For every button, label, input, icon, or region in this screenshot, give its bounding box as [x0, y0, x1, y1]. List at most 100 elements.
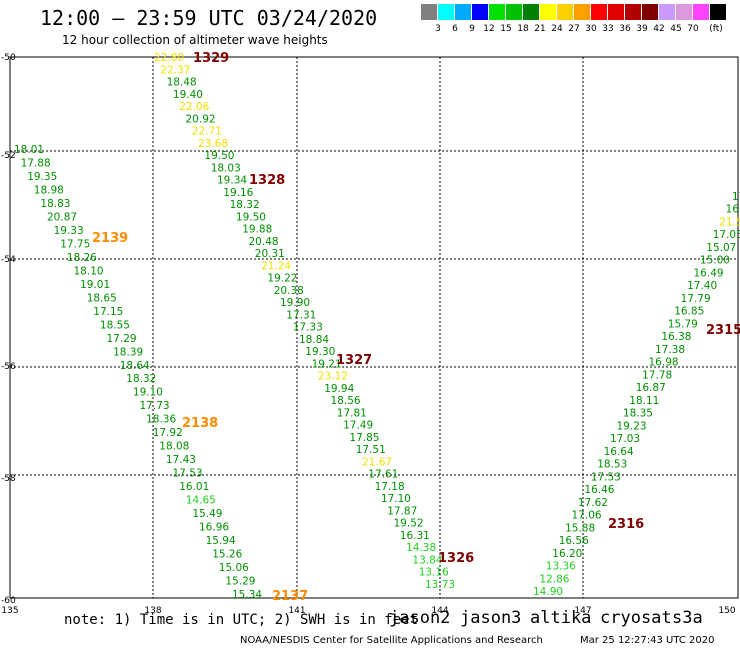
- wave-height-value: 22.37: [160, 64, 190, 76]
- wave-height-value: 18.53: [597, 459, 627, 471]
- wave-height-value: 13.36: [546, 561, 576, 573]
- wave-height-value: 17.62: [578, 497, 608, 509]
- wave-height-value: 17.33: [293, 322, 323, 334]
- legend-label: 9: [469, 24, 475, 34]
- legend-label: 36: [619, 24, 631, 34]
- wave-height-value: 18.39: [113, 346, 143, 358]
- wave-height-value: 19.23: [617, 420, 647, 432]
- wave-height-value: 14.38: [406, 542, 436, 554]
- map-frame: [9, 56, 739, 599]
- wave-height-value: 21.5: [719, 217, 740, 229]
- wave-height-value: 15.26: [212, 549, 242, 561]
- legend-swatch: [676, 4, 692, 20]
- wave-height-value: 18.48: [167, 77, 197, 89]
- generated-timestamp: Mar 25 12:27:43 UTC 2020: [580, 635, 715, 646]
- wave-height-value: 18.83: [40, 198, 70, 210]
- wave-height-value: 17.78: [642, 369, 672, 381]
- wave-height-value: 15.29: [225, 576, 255, 588]
- credit-line: NOAA/NESDIS Center for Satellite Applica…: [240, 635, 543, 646]
- lon-tick-label: 135: [1, 606, 18, 616]
- wave-height-value: 18.35: [623, 408, 653, 420]
- wave-height-value: 18.03: [211, 162, 241, 174]
- wave-height-value: 17.18: [375, 481, 405, 493]
- wave-height-value: 23.12: [318, 371, 348, 383]
- wave-height-value: 18.11: [629, 395, 659, 407]
- wave-height-value: 18.36: [146, 414, 176, 426]
- legend-label: 24: [551, 24, 563, 34]
- legend-swatch: [472, 4, 488, 20]
- wave-height-value: 19.94: [324, 383, 354, 395]
- wave-height-value: 16.96: [199, 522, 229, 534]
- pass-number-label: 1327: [336, 353, 372, 368]
- wave-height-value: 16.87: [636, 382, 666, 394]
- wave-height-value: 17.15: [93, 306, 123, 318]
- wave-height-value: 20.92: [186, 113, 216, 125]
- wave-height-value: 16.49: [694, 268, 724, 280]
- legend-label: 6: [452, 24, 458, 34]
- legend-label: 70: [687, 24, 699, 34]
- wave-height-value: 17.85: [349, 432, 379, 444]
- legend-label: 21: [534, 24, 546, 34]
- pass-number-label: 1326: [438, 551, 474, 566]
- lon-tick-label: 150: [718, 606, 735, 616]
- wave-height-value: 19.30: [305, 346, 335, 358]
- pass-number-label: 1329: [193, 51, 229, 66]
- wave-height-value: 18.98: [34, 185, 64, 197]
- wave-height-value: 17.79: [681, 293, 711, 305]
- wave-height-value: 18.26: [67, 252, 97, 264]
- pass-number-label: 2316: [608, 517, 644, 532]
- wave-height-value: 15.88: [565, 522, 595, 534]
- wave-height-value: 15.79: [668, 318, 698, 330]
- legend-swatch: [489, 4, 505, 20]
- wave-height-value: 16.64: [604, 446, 634, 458]
- lat-tick-label: -52: [1, 151, 16, 161]
- wave-height-value: 15.94: [206, 535, 236, 547]
- wave-height-value: 15.06: [219, 562, 249, 574]
- legend-unit: (ft): [709, 24, 723, 34]
- wave-height-value: 14.90: [533, 586, 563, 598]
- legend-swatch: [438, 4, 454, 20]
- legend-swatch: [506, 4, 522, 20]
- legend-label: 15: [500, 24, 512, 34]
- legend-label: 45: [670, 24, 682, 34]
- wave-height-value: 17.92: [153, 427, 183, 439]
- wave-height-value: 16.46: [584, 484, 614, 496]
- wave-height-value: 17.61: [368, 469, 398, 481]
- legend-swatch: [591, 4, 607, 20]
- pass-number-label: 2138: [182, 416, 218, 431]
- wave-height-value: 17.51: [356, 444, 386, 456]
- wave-height-value: 19.52: [394, 518, 424, 530]
- wave-height-value: 19.34: [217, 175, 247, 187]
- wave-height-value: 19.01: [80, 279, 110, 291]
- pass-number-label: 2315: [706, 323, 740, 338]
- lat-tick-label: -50: [1, 53, 16, 63]
- legend-label: 3: [435, 24, 441, 34]
- wave-height-value: 20.31: [255, 248, 285, 260]
- wave-height-value: 12.86: [539, 573, 569, 585]
- pass-number-label: 2139: [92, 231, 128, 246]
- wave-height-value: 17.40: [687, 280, 717, 292]
- wave-height-value: 18.55: [100, 319, 130, 331]
- wave-height-value: 13.73: [425, 579, 455, 591]
- wave-height-value: 19.50: [236, 211, 266, 223]
- wave-height-value: 18.01: [14, 144, 44, 156]
- page-title: 12:00 – 23:59 UTC 03/24/2020: [40, 6, 378, 30]
- wave-height-value: 15.07: [706, 242, 736, 254]
- page-subtitle: 12 hour collection of altimeter wave hei…: [62, 33, 328, 47]
- wave-height-value: 21.67: [362, 456, 392, 468]
- wave-height-value: 16.01: [179, 481, 209, 493]
- satellite-jason2: jason2: [389, 608, 451, 628]
- lon-tick-label: 147: [574, 606, 591, 616]
- wave-height-value: 16.38: [661, 331, 691, 343]
- wave-height-value: 19.88: [242, 224, 272, 236]
- wave-height-value: 18.84: [299, 334, 329, 346]
- wave-height-value: 18.08: [159, 441, 189, 453]
- satellite-cryosat: cryosat: [600, 608, 672, 628]
- pass-number-label: 1328: [249, 173, 285, 188]
- legend-swatch: [540, 4, 556, 20]
- legend-swatch: [608, 4, 624, 20]
- wave-height-value: 22.71: [192, 126, 222, 138]
- wave-height-value: 17.88: [21, 158, 51, 170]
- legend-swatch: [625, 4, 641, 20]
- satellite-altika: altika: [530, 608, 592, 628]
